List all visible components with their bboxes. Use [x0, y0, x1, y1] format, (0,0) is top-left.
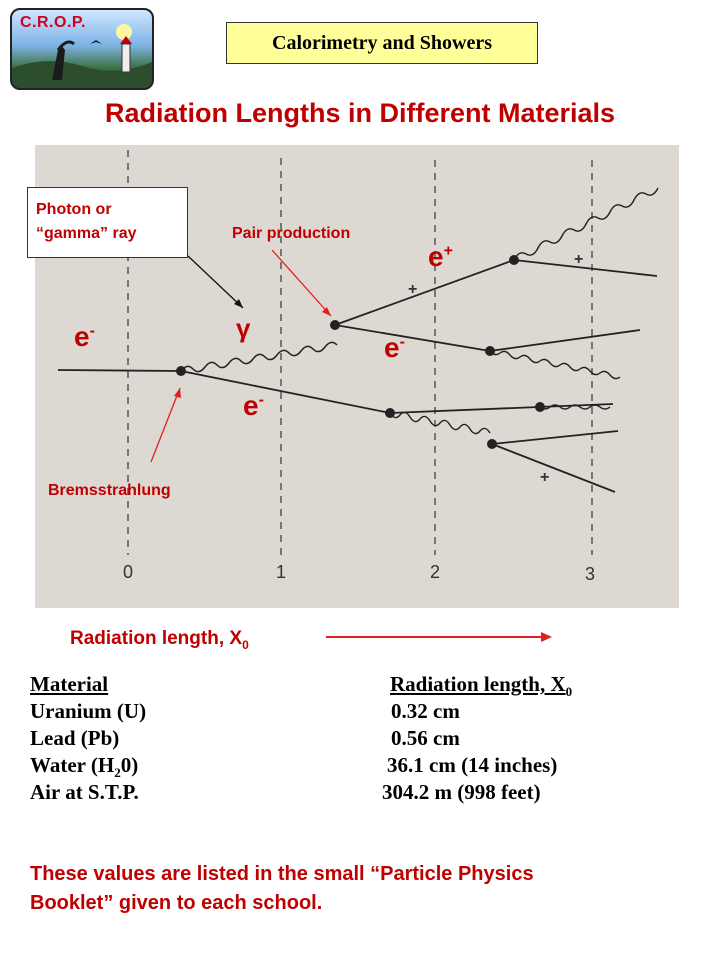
bremsstrahlung-label: Bremsstrahlung	[48, 482, 171, 499]
electron-label-pair: e-	[384, 332, 405, 364]
value-cell: 304.2 m (998 feet)	[382, 780, 541, 804]
footnote-line1: These values are listed in the small “Pa…	[30, 863, 534, 885]
pair-production-label: Pair production	[232, 225, 351, 242]
electron-minus-sup: -	[258, 391, 264, 409]
photon-label-line1: Photon or	[36, 201, 112, 218]
electron-label-incoming: e-	[74, 321, 95, 353]
material-cell: Uranium (U)	[30, 699, 147, 723]
value-cell: 36.1 cm (14 inches)	[387, 753, 558, 777]
topic-label: Calorimetry and Showers	[226, 22, 538, 64]
material-sub: 2	[114, 765, 121, 781]
positron-e: e	[428, 241, 444, 272]
value-cell: 0.56 cm	[391, 726, 460, 750]
material-cell: Water (H20)	[30, 753, 138, 781]
material-cell: Lead (Pb)	[30, 726, 120, 750]
positron-label: e+	[428, 241, 453, 273]
electron-minus-sup: -	[89, 322, 95, 340]
header-radlen-text: Radiation length, X	[390, 672, 566, 696]
xaxis-label-sub: 0	[242, 637, 249, 652]
photon-label-box	[27, 187, 188, 258]
material-cell: Air at S.T.P.	[30, 780, 139, 804]
material-pre: Water (H	[30, 753, 115, 777]
electron-label-brems: e-	[243, 390, 264, 422]
header-radlen-sub: 0	[565, 684, 573, 700]
header-radlen: Radiation length, X0	[390, 672, 572, 700]
footnote-line2: Booklet” given to each school.	[30, 892, 323, 914]
table-header-row: Material Radiation length, X0	[30, 672, 670, 699]
electron-e: e	[384, 332, 400, 363]
table-row: Air at S.T.P. 304.2 m (998 feet)	[30, 780, 670, 807]
logo-text: C.R.O.P.	[20, 14, 86, 31]
electron-minus-sup: -	[399, 333, 405, 351]
table-row: Water (H20) 36.1 cm (14 inches)	[30, 753, 670, 780]
photon-label-line2: “gamma” ray	[36, 225, 137, 242]
logo-scene-icon	[12, 24, 152, 88]
header-material: Material	[30, 672, 109, 696]
footnote: These values are listed in the small “Pa…	[30, 860, 690, 918]
material-post: 0)	[120, 753, 139, 777]
electron-e: e	[243, 390, 259, 421]
electron-e: e	[74, 321, 90, 352]
positron-plus-sup: +	[443, 242, 453, 260]
materials-table: Material Radiation length, X0 Uranium (U…	[30, 672, 670, 807]
table-row: Uranium (U) 0.32 cm	[30, 699, 670, 726]
xaxis-label: Radiation length, X0	[70, 628, 249, 652]
gamma-label: γ	[236, 313, 251, 343]
page-title: Radiation Lengths in Different Materials	[104, 98, 616, 128]
table-row: Lead (Pb) 0.56 cm	[30, 726, 670, 753]
photon-label: Photon or “gamma” ray	[36, 198, 137, 246]
crop-logo: C.R.O.P.	[10, 8, 154, 90]
value-cell: 0.32 cm	[391, 699, 460, 723]
xaxis-label-text: Radiation length, X	[70, 628, 243, 649]
